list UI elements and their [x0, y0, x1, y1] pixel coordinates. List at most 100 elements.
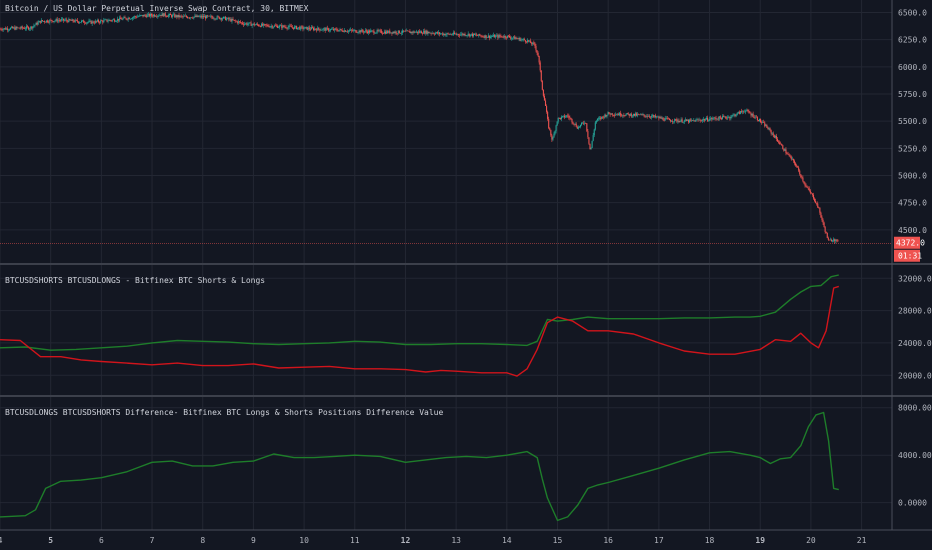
candle-body [480, 35, 482, 37]
candle-body [336, 29, 338, 31]
candle-body [503, 35, 505, 38]
candle-body [258, 25, 261, 27]
candle-body [338, 30, 340, 32]
candle-body [318, 27, 320, 30]
candle-body [324, 28, 326, 31]
candle-body [328, 30, 330, 32]
candle-body [502, 37, 504, 38]
candle-body [505, 37, 507, 39]
candle-body [434, 33, 436, 35]
candle-body [89, 20, 91, 22]
candle-body [381, 32, 383, 34]
x-tick-label: 11 [350, 536, 360, 545]
candle-body [189, 17, 191, 19]
candle-body [388, 30, 390, 33]
candle-body [10, 27, 12, 30]
candle-body [567, 115, 569, 117]
candle-body [544, 100, 547, 106]
candle-body [149, 14, 151, 17]
candle-body [403, 30, 405, 32]
candle-body [351, 29, 353, 31]
candle-body [822, 219, 824, 223]
candle-body [48, 22, 50, 23]
candle-body [376, 30, 378, 33]
candle-body [340, 29, 342, 30]
candle-body [217, 16, 219, 17]
candle-body [603, 116, 605, 118]
candle-body [14, 27, 16, 30]
candle-body [715, 118, 717, 120]
candle-body [779, 142, 781, 144]
candle-body [349, 30, 351, 32]
candle-body [155, 16, 157, 17]
candle-body [333, 28, 335, 31]
candle-body [616, 114, 619, 115]
candle-body [126, 19, 128, 20]
candle-body [584, 123, 586, 124]
candle-body [463, 33, 465, 35]
candle-body [137, 16, 139, 18]
candle-body [666, 118, 668, 119]
x-tick-label: 9 [251, 536, 256, 545]
candle-body [250, 22, 252, 26]
candle-body [422, 33, 424, 34]
candle-body [231, 18, 233, 22]
candle-body [821, 217, 823, 220]
candle-body [490, 36, 493, 38]
candle-body [76, 20, 78, 22]
candle-body [667, 118, 669, 120]
candle-body [783, 148, 785, 151]
candle-body [699, 119, 701, 121]
candle-body [675, 118, 677, 120]
candle-body [50, 19, 52, 21]
candle-body [319, 29, 321, 31]
candle-body [593, 129, 595, 136]
candle-body [478, 33, 480, 36]
countdown-badge [894, 249, 920, 262]
candle-body [749, 112, 751, 114]
candle-body [64, 20, 66, 21]
candle-body [368, 30, 370, 34]
y-tick-label: 20000.0000 [898, 371, 932, 380]
candle-body [72, 19, 74, 22]
candle-body [235, 20, 237, 22]
candle-body [609, 113, 611, 115]
candle-body [244, 23, 246, 25]
candle-body [92, 21, 94, 23]
candle-body [207, 15, 209, 17]
y-tick-label: 4000.0000 [898, 451, 932, 460]
y-tick-label: 4500.0 [898, 226, 927, 235]
candle-body [615, 114, 618, 116]
candle-body [753, 117, 755, 118]
candle-body [826, 232, 828, 239]
candle-body [660, 117, 662, 119]
candle-body [375, 32, 377, 34]
candle-body [2, 28, 4, 31]
candle-body [95, 20, 97, 22]
difference-series-line [0, 411, 839, 522]
candle-body [679, 121, 681, 123]
candle-body [325, 27, 327, 31]
candle-body [222, 16, 225, 19]
candle-body [212, 17, 214, 19]
candle-body [63, 18, 65, 21]
candle-body [538, 55, 540, 63]
candle-body [216, 16, 218, 19]
candle-body [689, 119, 691, 123]
candle-body [175, 15, 177, 18]
candle-body [379, 30, 381, 32]
candle-body [733, 114, 735, 116]
candle-body [722, 116, 725, 117]
candle-body [473, 33, 476, 35]
candle-body [356, 32, 358, 34]
candle-body [650, 116, 652, 118]
candle-body [256, 23, 258, 25]
candle-body [477, 35, 479, 36]
candle-body [511, 37, 513, 39]
candle-body [186, 16, 189, 19]
candle-body [754, 116, 756, 118]
candle-body [224, 16, 226, 18]
candle-body [695, 119, 697, 122]
candle-body [153, 14, 155, 17]
